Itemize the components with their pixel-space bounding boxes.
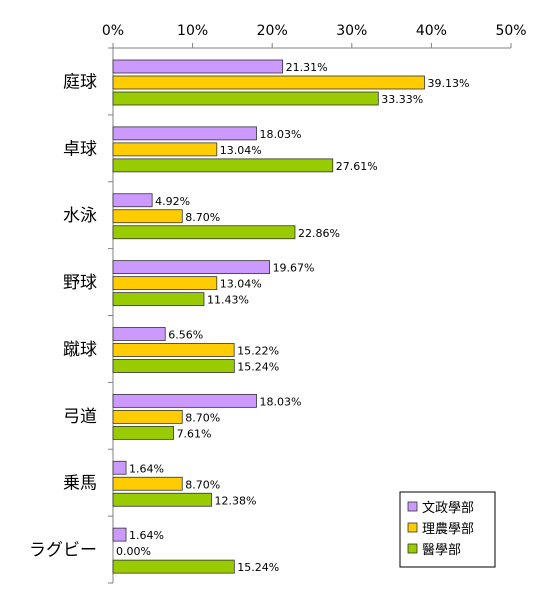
x-tick-label: 50% [495, 23, 526, 39]
bar [112, 260, 270, 275]
bar [112, 393, 257, 408]
bar [112, 193, 153, 208]
bar [112, 225, 296, 240]
category-label: 水泳 [63, 206, 97, 226]
data-label: 1.64% [129, 462, 164, 475]
data-label: 4.92% [155, 195, 190, 208]
bar [112, 460, 127, 475]
bar [112, 292, 205, 307]
data-label: 0.00% [116, 545, 151, 558]
legend-label: 醫學部 [422, 543, 461, 558]
data-label: 18.03% [260, 128, 302, 141]
legend-label: 理農學部 [422, 522, 474, 537]
data-label: 8.70% [185, 411, 220, 424]
data-label: 33.33% [381, 93, 423, 106]
data-label: 13.04% [220, 278, 262, 291]
x-tick-label: 0% [102, 23, 124, 39]
bar [112, 91, 379, 106]
bar [112, 126, 257, 141]
data-label: 6.56% [168, 329, 203, 342]
data-label: 22.86% [298, 227, 340, 240]
bar [112, 359, 235, 373]
x-tick-label: 40% [416, 23, 447, 39]
bar [112, 327, 166, 341]
category-label: ラグビー [29, 541, 97, 561]
bar [112, 527, 127, 542]
category-label: 蹴球 [63, 340, 97, 360]
data-label: 21.31% [286, 61, 328, 74]
category-label: 庭球 [63, 72, 97, 92]
data-label: 19.67% [273, 262, 315, 275]
bar [112, 75, 425, 90]
bar [112, 142, 218, 157]
category-label: 弓道 [63, 407, 97, 427]
data-label: 15.22% [237, 345, 279, 358]
data-label: 27.61% [336, 160, 378, 173]
data-label: 15.24% [237, 361, 279, 374]
data-label: 12.38% [215, 494, 257, 507]
category-label: 野球 [63, 273, 97, 293]
legend-swatch [407, 501, 418, 512]
data-label: 8.70% [185, 478, 220, 491]
bar [112, 559, 235, 574]
legend-swatch [407, 543, 418, 554]
bar [112, 343, 235, 357]
bar [112, 409, 183, 424]
bar [112, 425, 174, 440]
bars-layer: 21.31% 39.13% 33.33% 18.03% 13.04% 27.61% 4.92… [112, 59, 469, 574]
data-label: 8.70% [185, 211, 220, 224]
bar [112, 476, 183, 491]
legend-swatch [407, 522, 418, 533]
bar [112, 158, 334, 173]
category-label: 卓球 [63, 139, 97, 159]
data-label: 13.04% [220, 144, 262, 157]
legend-label: 文政學部 [422, 501, 474, 516]
bar [112, 59, 284, 74]
bar [112, 492, 212, 507]
x-tick-label: 30% [336, 23, 367, 39]
x-tick-label: 10% [177, 23, 208, 39]
data-label: 39.13% [427, 77, 469, 90]
data-label: 15.24% [237, 561, 279, 574]
bar [112, 276, 218, 291]
data-label: 7.61% [177, 427, 212, 440]
data-label: 11.43% [207, 294, 249, 307]
x-tick-label: 20% [257, 23, 288, 39]
category-label: 乗馬 [63, 474, 97, 494]
data-label: 1.64% [129, 529, 164, 542]
data-label: 18.03% [260, 395, 302, 408]
bar [112, 209, 183, 224]
